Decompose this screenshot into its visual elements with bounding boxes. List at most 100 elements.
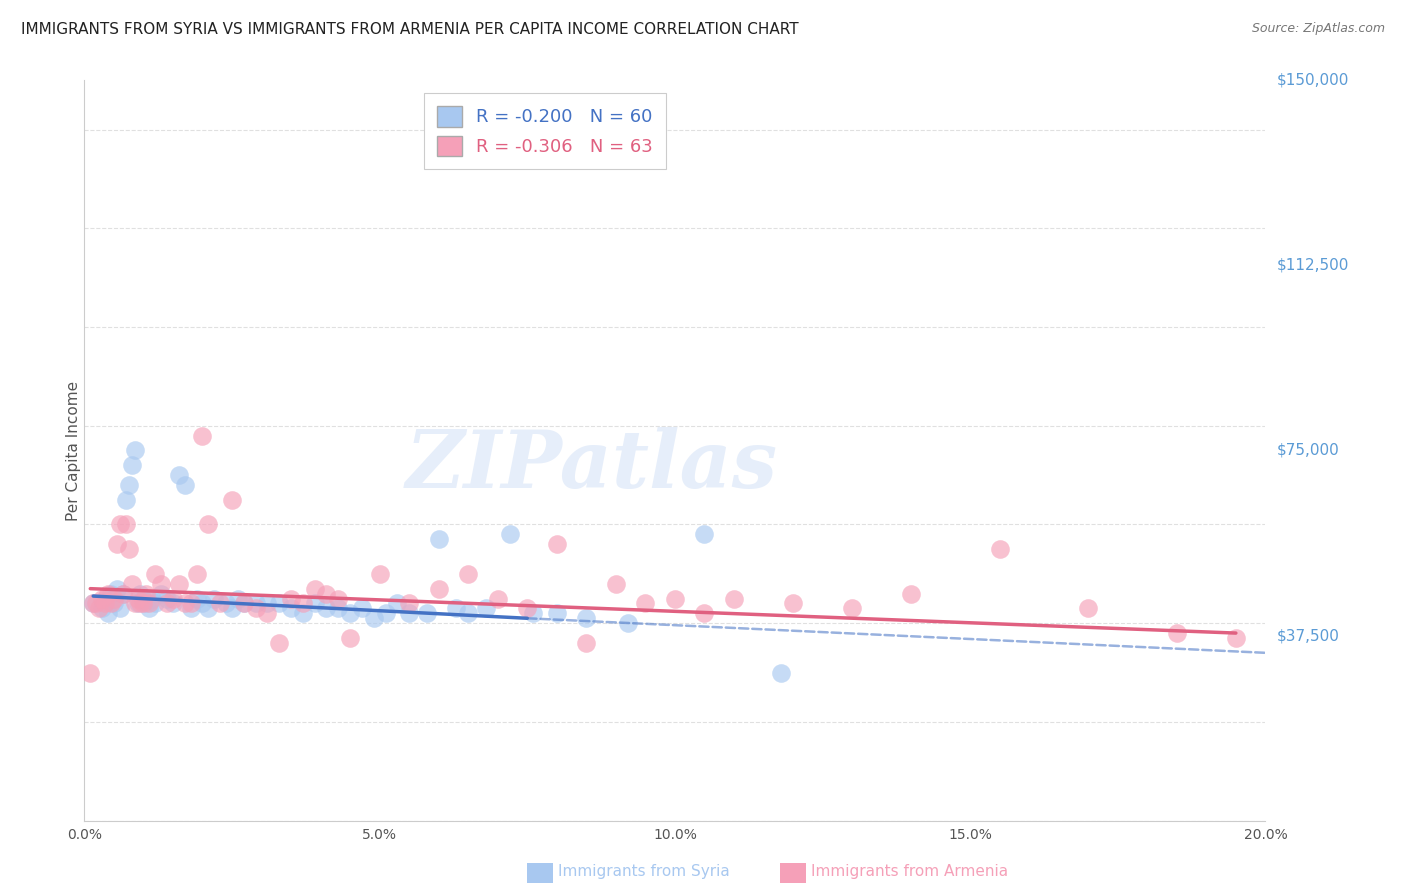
Point <box>427 533 450 547</box>
Point <box>167 468 190 483</box>
Point <box>291 597 314 611</box>
Point <box>103 597 125 611</box>
Point <box>315 586 337 600</box>
Point <box>328 591 350 606</box>
Point <box>82 597 104 611</box>
Point <box>197 517 219 532</box>
Point <box>368 566 391 581</box>
Point <box>173 597 195 611</box>
Point <box>215 597 238 611</box>
Point <box>770 665 793 680</box>
Point <box>156 591 179 606</box>
Point <box>135 597 157 611</box>
Point <box>105 582 128 596</box>
Point <box>94 597 117 611</box>
Point <box>841 601 863 615</box>
Point <box>782 597 804 611</box>
Point <box>108 517 131 532</box>
Point <box>245 601 267 615</box>
Point <box>162 591 184 606</box>
Text: IMMIGRANTS FROM SYRIA VS IMMIGRANTS FROM ARMENIA PER CAPITA INCOME CORRELATION C: IMMIGRANTS FROM SYRIA VS IMMIGRANTS FROM… <box>21 22 799 37</box>
Point <box>132 597 155 611</box>
Legend: R = -0.200   N = 60, R = -0.306   N = 63: R = -0.200 N = 60, R = -0.306 N = 63 <box>425 93 666 169</box>
Point <box>498 527 520 541</box>
Point <box>87 601 111 615</box>
Point <box>256 607 278 621</box>
Point <box>387 597 409 611</box>
Point <box>111 586 134 600</box>
Point <box>143 597 166 611</box>
Point <box>138 601 160 615</box>
Point <box>269 597 291 611</box>
Point <box>304 582 326 596</box>
Point <box>129 586 152 600</box>
Point <box>111 586 134 600</box>
Point <box>693 527 716 541</box>
Point <box>350 601 373 615</box>
Point <box>245 597 267 611</box>
Point <box>191 597 214 611</box>
Text: Immigrants from Syria: Immigrants from Syria <box>558 864 730 879</box>
Point <box>280 601 302 615</box>
Point <box>97 586 120 600</box>
Point <box>209 597 232 611</box>
Point <box>516 601 538 615</box>
Text: $150,000: $150,000 <box>1277 73 1348 87</box>
Point <box>97 607 120 621</box>
Point <box>156 597 179 611</box>
Point <box>191 428 214 442</box>
Point <box>121 458 143 473</box>
Point <box>129 597 152 611</box>
Text: ZIPatlas: ZIPatlas <box>406 426 779 504</box>
Point <box>143 566 166 581</box>
Point <box>91 601 114 615</box>
Point <box>328 601 350 615</box>
Point <box>79 665 101 680</box>
Point <box>167 576 190 591</box>
Point <box>416 607 439 621</box>
Point <box>475 601 498 615</box>
Point <box>723 591 745 606</box>
Point <box>108 601 131 615</box>
Point <box>141 591 163 606</box>
Point <box>180 601 202 615</box>
Point <box>114 517 136 532</box>
Point <box>398 597 420 611</box>
Point <box>105 537 128 551</box>
Point <box>124 597 146 611</box>
Point <box>94 591 117 606</box>
Point <box>291 607 314 621</box>
Point <box>232 597 254 611</box>
Point <box>135 586 157 600</box>
Point <box>575 611 598 625</box>
Y-axis label: Per Capita Income: Per Capita Income <box>66 380 80 521</box>
Point <box>575 636 598 650</box>
Point <box>173 478 195 492</box>
Point <box>522 607 544 621</box>
Point <box>988 542 1011 557</box>
Point <box>91 591 114 606</box>
Text: $75,000: $75,000 <box>1277 443 1340 458</box>
Point <box>446 601 468 615</box>
Point <box>900 586 922 600</box>
Point <box>634 597 657 611</box>
Point <box>103 591 125 606</box>
Point <box>100 597 122 611</box>
Point <box>180 597 202 611</box>
Point <box>374 607 396 621</box>
Point <box>605 576 627 591</box>
Point <box>162 597 184 611</box>
Point <box>457 566 479 581</box>
Point <box>127 597 149 611</box>
Point <box>339 607 361 621</box>
Point <box>457 607 479 621</box>
Point <box>269 636 291 650</box>
Point <box>150 586 173 600</box>
Point <box>546 537 568 551</box>
Point <box>84 597 107 611</box>
Point <box>304 597 326 611</box>
Point <box>664 591 686 606</box>
Point <box>127 591 149 606</box>
Point <box>138 597 160 611</box>
Text: $112,500: $112,500 <box>1277 258 1348 273</box>
